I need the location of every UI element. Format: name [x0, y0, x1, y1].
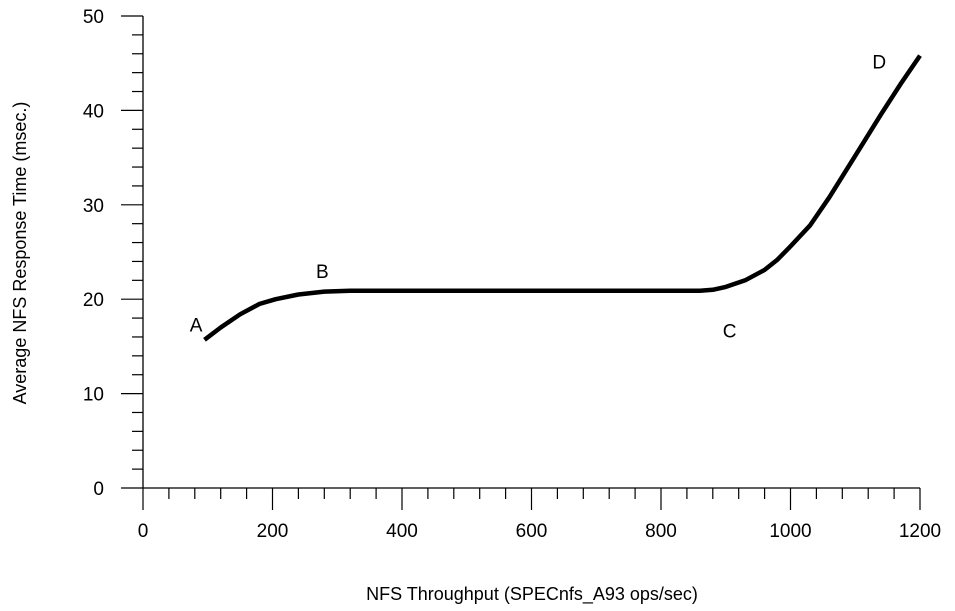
x-tick-label: 800	[645, 521, 677, 542]
x-tick-label: 600	[516, 521, 548, 542]
y-axis-title: Average NFS Response Time (msec.)	[10, 102, 30, 405]
x-tick-label: 1000	[769, 521, 811, 542]
annotations: A B C D	[190, 52, 886, 342]
y-axis: 0 10 20 30 40 50	[83, 7, 143, 500]
x-tick-label: 400	[386, 521, 418, 542]
y-tick-label: 30	[83, 196, 104, 217]
annotation-label: B	[316, 262, 329, 283]
series-line	[203, 54, 922, 342]
y-tick-label: 10	[83, 385, 104, 406]
x-tick-label: 0	[138, 521, 149, 542]
y-tick-label: 20	[83, 290, 104, 311]
x-tick-label: 1200	[899, 521, 941, 542]
series-layer	[203, 54, 922, 342]
x-axis-title: NFS Throughput (SPECnfs_A93 ops/sec)	[366, 584, 698, 605]
annotation-label: C	[723, 321, 737, 342]
plot-frame	[142, 16, 920, 489]
y-tick-label: 40	[83, 101, 104, 122]
x-axis: 0 200 400 600 800 1000 1200	[138, 488, 941, 542]
y-tick-label: 50	[83, 7, 104, 28]
annotation-label: A	[190, 316, 203, 337]
y-tick-label: 0	[93, 479, 104, 500]
annotation-label: D	[872, 52, 886, 73]
x-tick-label: 200	[257, 521, 289, 542]
